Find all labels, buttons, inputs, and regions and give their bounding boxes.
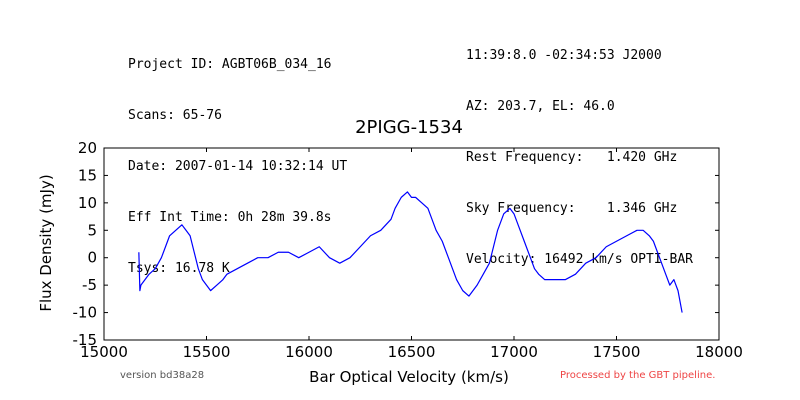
pipeline-credit: Processed by the GBT pipeline. — [560, 370, 716, 381]
x-tick-label: 15000 — [80, 343, 128, 361]
y-tick-label: -5 — [82, 276, 97, 294]
axis-ticks: 15000 15500 16000 16500 17000 17500 18000 -15 -1… — [73, 139, 743, 361]
y-tick-label: 20 — [78, 139, 97, 157]
sky-frequency-text: Sky Frequency: 1.346 GHz — [466, 201, 678, 216]
x-tick-label: 16000 — [285, 343, 333, 361]
y-tick-label: -10 — [73, 304, 98, 322]
series-layer — [138, 191, 683, 313]
coordinates-text: 11:39:8.0 -02:34:53 J2000 — [466, 48, 662, 63]
observation-info-right: 11:39:8.0 -02:34:53 J2000 AZ: 203.7, EL:… — [466, 13, 693, 285]
eff-int-time-text: Eff Int Time: 0h 28m 39.8s — [128, 210, 332, 225]
y-tick-label: 10 — [78, 194, 97, 212]
rest-frequency-text: Rest Frequency: 1.420 GHz — [466, 150, 678, 165]
observation-info-left: Project ID: AGBT06B_034_16 Scans: 65-76 … — [128, 22, 347, 294]
tsys-text: Tsys: 16.78 K — [128, 261, 230, 276]
x-axis-label: Bar Optical Velocity (km/s) — [309, 368, 509, 386]
y-tick-label: 5 — [87, 221, 97, 239]
x-tick-label: 17500 — [593, 343, 641, 361]
x-tick-label: 17000 — [490, 343, 538, 361]
x-tick-label: 16500 — [388, 343, 436, 361]
az-el-text: AZ: 203.7, EL: 46.0 — [466, 99, 615, 114]
x-tick-label: 18000 — [695, 343, 743, 361]
plot-area-frame — [103, 147, 720, 341]
x-tick-label: 15500 — [183, 343, 231, 361]
chart-title: 2PIGG-1534 — [355, 117, 463, 138]
y-tick-label: 0 — [87, 249, 97, 267]
scans-text: Scans: 65-76 — [128, 108, 222, 123]
y-axis-label: Flux Density (mJy) — [37, 174, 55, 311]
y-tick-label: 15 — [78, 166, 97, 184]
y-tick-label: -15 — [73, 331, 98, 349]
date-text: Date: 2007-01-14 10:32:14 UT — [128, 159, 348, 174]
spectrum-series-line — [138, 191, 683, 313]
project-id-text: Project ID: AGBT06B_034_16 — [128, 57, 332, 72]
velocity-text: Velocity: 16492 km/s OPTI-BAR — [466, 252, 693, 267]
version-label: version bd38a28 — [120, 370, 205, 381]
